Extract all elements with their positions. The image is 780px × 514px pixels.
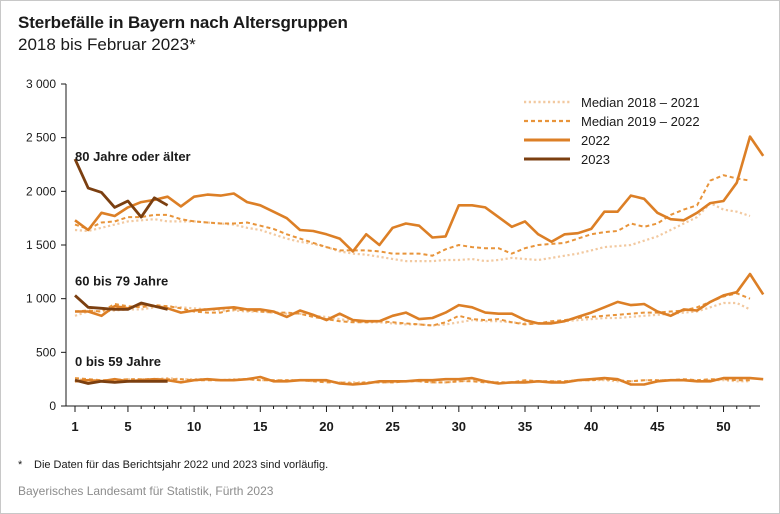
series-line-median_2019_2022 [74,292,751,327]
series-line-y2023 [74,294,168,311]
x-tick-label: 5 [124,419,131,434]
x-tick-label: 45 [650,419,664,434]
series-line-y2023 [73,158,169,219]
x-tick-label: 20 [319,419,333,434]
legend-label: Median 2018 – 2021 [581,95,700,110]
y-tick-label: 500 [36,345,56,359]
y-tick-label: 0 [49,399,56,413]
chart-title: Sterbefälle in Bayern nach Altersgruppen [18,13,348,32]
group-label: 80 Jahre oder älter [75,149,191,164]
legend-label: 2022 [581,133,610,148]
group-labels: 80 Jahre oder älter 60 bis 79 Jahre 0 bis … [75,149,191,369]
x-tick-label: 35 [518,419,532,434]
y-tick-label: 2 000 [26,184,56,198]
footnote-text: Die Daten für das Berichtsjahr 2022 und … [34,459,329,471]
x-axis: 1 5 10 15 20 25 30 35 40 45 50 [66,405,760,434]
series-line-y2022 [74,375,764,386]
x-tick-label: 10 [187,419,201,434]
legend-label: Median 2019 – 2022 [581,114,700,129]
y-tick-label: 1 500 [26,238,56,252]
x-tick-label: 25 [385,419,399,434]
age-group-0 [73,135,765,263]
x-tick-label: 30 [452,419,466,434]
series-line-median_2019_2022 [74,174,751,257]
series-layer [73,135,765,386]
age-group-2 [74,375,764,386]
footnote: * Die Daten für das Berichtsjahr 2022 und… [18,459,328,471]
footnote-marker: * [18,459,23,471]
group-label: 0 bis 59 Jahre [75,354,161,369]
y-tick-label: 3 000 [26,77,56,91]
y-axis: 0 500 1 000 1 500 2 000 2 500 3 000 [26,77,67,413]
series-line-median_2018_2021 [74,202,751,263]
y-tick-label: 2 500 [26,131,56,145]
source-note: Bayerisches Landesamt für Statistik, Für… [18,484,274,498]
x-tick-label: 50 [716,419,730,434]
x-tick-label: 1 [71,419,78,434]
y-tick-label: 1 000 [26,292,56,306]
legend-label: 2023 [581,152,610,167]
age-group-1 [74,272,765,327]
group-label: 60 bis 79 Jahre [75,274,168,289]
series-line-y2022 [74,135,765,253]
series-line-y2022 [75,272,765,325]
x-tick-label: 15 [253,419,267,434]
series-line-y2023 [74,378,168,385]
x-tick-label: 40 [584,419,598,434]
chart-legend: Median 2018 – 2021 Median 2019 – 2022 2022… [524,95,700,167]
chart-subtitle: 2018 bis Februar 2023* [18,35,196,54]
